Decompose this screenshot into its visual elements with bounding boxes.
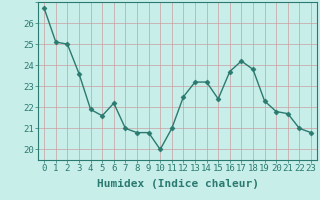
X-axis label: Humidex (Indice chaleur): Humidex (Indice chaleur) [97, 179, 259, 189]
